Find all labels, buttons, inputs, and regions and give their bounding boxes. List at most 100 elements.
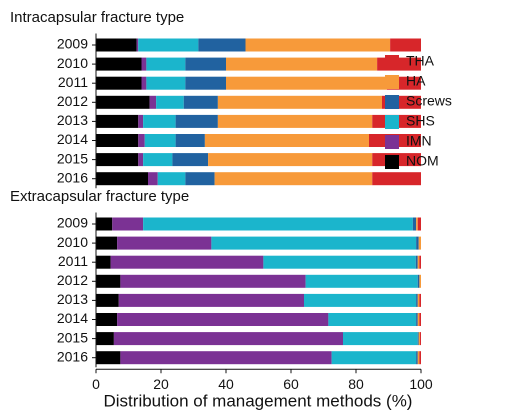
bar-segment [175, 114, 218, 128]
panel-title: Extracapsular fracture type [10, 188, 189, 205]
bar-segment [112, 217, 144, 231]
bar-segment [343, 332, 418, 346]
y-tick-label: 2013 [57, 291, 88, 307]
legend-swatch [385, 95, 399, 109]
bar-segment [185, 172, 215, 186]
bar-segment [96, 332, 114, 346]
x-tick-label: 60 [283, 376, 299, 392]
bar-segment [412, 217, 417, 231]
bar-segment [416, 351, 418, 365]
x-axis-label: Distribution of management methods (%) [104, 391, 413, 410]
bar-segment [226, 57, 378, 71]
bar-segment [148, 172, 158, 186]
x-tick-label: 0 [92, 376, 100, 392]
y-tick-label: 2010 [57, 234, 88, 250]
bar-segment [141, 76, 147, 90]
bar-segment [328, 313, 417, 326]
x-tick-label: 100 [409, 376, 433, 392]
y-tick-label: 2012 [57, 272, 88, 288]
bar-segment [390, 38, 421, 52]
bar-segment [304, 293, 417, 307]
bar-segment [117, 236, 212, 250]
bar-segment [263, 255, 416, 269]
y-tick-label: 2013 [57, 112, 88, 128]
bar-segment [96, 95, 150, 109]
bar-segment [120, 274, 306, 288]
legend-label: IMN [406, 133, 432, 149]
y-tick-label: 2015 [57, 150, 88, 166]
bar-segment [156, 95, 184, 109]
bar-segment [96, 114, 139, 128]
bar-segment [417, 255, 420, 269]
bar-segment [96, 76, 142, 90]
bar-segment [415, 255, 418, 269]
bar-segment [419, 274, 421, 288]
bar-segment [141, 57, 147, 71]
y-tick-label: 2012 [57, 93, 88, 109]
legend-label: SHS [406, 113, 435, 129]
bar-segment [217, 95, 382, 109]
x-tick-label: 80 [348, 376, 364, 392]
bar-segment [96, 274, 121, 288]
bar-segment [96, 351, 121, 365]
y-tick-label: 2014 [57, 310, 88, 326]
bar-segment [217, 114, 373, 128]
bar-segment [117, 313, 329, 326]
legend-label: NOM [406, 153, 439, 169]
legend-label: Screws [406, 93, 452, 109]
bar-segment [416, 236, 419, 250]
y-tick-label: 2016 [57, 348, 88, 364]
bar-segment [420, 332, 421, 346]
legend-swatch [385, 155, 399, 169]
bar-segment [157, 172, 186, 186]
y-tick-label: 2011 [58, 74, 88, 90]
bar-segment [419, 313, 421, 326]
bar-segment [211, 236, 417, 250]
bar-segment [372, 172, 421, 186]
legend-label: HA [406, 73, 426, 89]
bar-segment [208, 153, 373, 167]
bar-segment [245, 38, 391, 52]
y-tick-label: 2010 [57, 55, 88, 71]
bar-segment [138, 153, 144, 167]
bar-segment [419, 255, 421, 269]
legend-label: THA [406, 53, 435, 69]
bar-segment [96, 134, 139, 147]
bar-segment [138, 134, 145, 147]
bar-segment [149, 95, 157, 109]
bar-segment [185, 57, 226, 71]
bar-segment [96, 236, 118, 250]
bar-segment [417, 332, 419, 346]
bar-segment [146, 57, 186, 71]
bar-segment [417, 217, 421, 231]
bar-segment [418, 236, 421, 250]
legend-swatch [385, 55, 399, 69]
y-tick-label: 2016 [57, 169, 88, 185]
y-tick-label: 2009 [57, 215, 88, 231]
bar-segment [136, 38, 139, 52]
bar-segment [96, 255, 111, 269]
bar-segment [172, 153, 209, 167]
bar-segment [96, 293, 119, 307]
bar-segment [226, 76, 387, 90]
x-tick-label: 40 [218, 376, 234, 392]
bar-segment [143, 114, 176, 128]
bar-segment [198, 38, 246, 52]
bar-segment [331, 351, 417, 365]
bar-segment [96, 172, 148, 186]
bar-segment [417, 313, 420, 326]
panel-title: Intracapsular fracture type [10, 9, 184, 26]
bar-segment [96, 217, 113, 231]
bar-segment [214, 172, 373, 186]
bar-segment [118, 293, 304, 307]
x-tick-label: 20 [153, 376, 169, 392]
bar-segment [144, 134, 176, 147]
bar-segment [183, 95, 218, 109]
bar-segment [204, 134, 369, 147]
bar-segment [96, 57, 142, 71]
bar-segment [110, 255, 264, 269]
bar-segment [175, 134, 205, 147]
bar-segment [419, 351, 421, 365]
bar-segment [96, 153, 139, 167]
